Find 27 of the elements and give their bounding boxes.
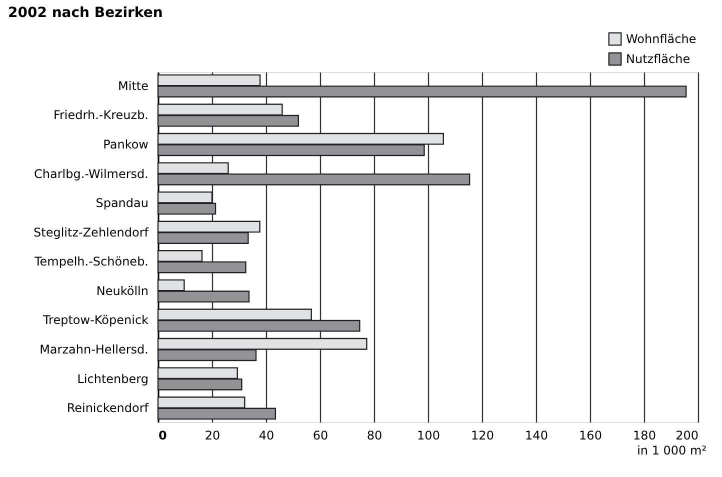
x-tick-label: 40 [258, 428, 274, 442]
legend-label: Nutzfläche [626, 52, 690, 66]
y-tick-label: Spandau [96, 196, 148, 210]
y-tick-label: Charlbg.-Wilmersd. [34, 166, 148, 181]
x-tick-label: 120 [471, 428, 494, 442]
y-tick-label: Marzahn-Hellersd. [40, 342, 148, 357]
chart-title: 2002 nach Bezirken [8, 5, 163, 21]
y-tick-label: Tempelh.-Schöneb. [33, 254, 148, 269]
y-tick-label: Steglitz-Zehlendorf [34, 225, 150, 240]
x-tick-label: 100 [417, 428, 440, 442]
x-tick-label: 20 [204, 428, 220, 442]
x-tick-label: 200 [676, 428, 698, 442]
y-tick-label: Treptow-Köpenick [42, 313, 149, 328]
y-tick-label: Neukölln [96, 284, 148, 298]
x-tick-label: 180 [633, 428, 656, 442]
legend-label: Wohnfläche [626, 32, 696, 46]
x-tick-label: 160 [579, 428, 602, 442]
y-tick-label: Friedrh.-Kreuzb. [53, 108, 148, 122]
y-tick-label: Pankow [103, 137, 149, 152]
y-tick-label: Reinickendorf [66, 401, 150, 416]
x-axis-title: in 1 000 m² [637, 444, 707, 458]
y-tick-label: Lichtenberg [77, 372, 148, 386]
x-tick-label: 60 [312, 428, 328, 442]
x-tick-label: 0 [158, 428, 167, 442]
x-tick-label: 80 [366, 428, 382, 442]
x-tick-label: 140 [525, 428, 548, 442]
y-tick-label: Mitte [118, 78, 148, 93]
